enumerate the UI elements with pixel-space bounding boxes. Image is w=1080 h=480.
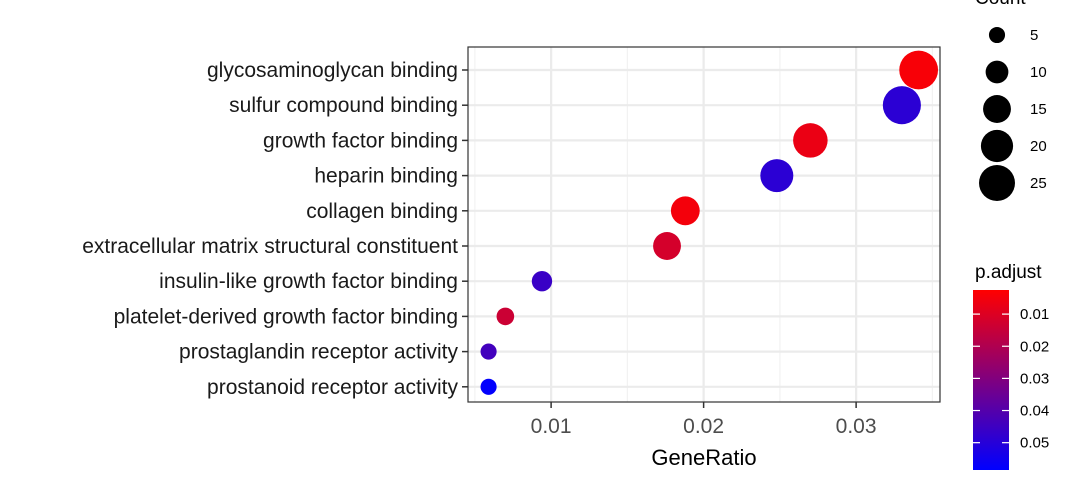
data-point — [793, 123, 828, 158]
data-point — [882, 86, 921, 125]
data-point — [531, 271, 553, 292]
y-tick-label: heparin binding — [314, 165, 458, 188]
size-legend-label: 10 — [1030, 64, 1047, 81]
x-tick-label: 0.02 — [683, 415, 724, 438]
y-tick-label: prostaglandin receptor activity — [179, 341, 458, 364]
size-legend-key — [985, 60, 1009, 84]
size-legend-key — [980, 129, 1014, 163]
size-legend-label: 20 — [1030, 138, 1047, 155]
size-legend-key — [988, 26, 1006, 44]
color-legend-label: 0.05 — [1020, 435, 1049, 452]
color-legend-label: 0.03 — [1020, 370, 1049, 387]
x-tick-label: 0.01 — [531, 415, 572, 438]
y-tick-label: extracellular matrix structural constitu… — [82, 235, 458, 258]
color-legend-label: 0.01 — [1020, 306, 1049, 323]
y-tick-label: insulin-like growth factor binding — [159, 270, 458, 293]
data-point — [653, 232, 681, 260]
y-tick-label: glycosaminoglycan binding — [207, 59, 458, 82]
data-point — [496, 307, 515, 326]
size-legend-key — [983, 95, 1011, 123]
data-point — [670, 196, 700, 226]
color-legend-title: p.adjust — [975, 262, 1042, 283]
y-tick-label: sulfur compound binding — [229, 94, 458, 117]
size-legend-label: 5 — [1030, 27, 1038, 44]
size-legend-title: Count — [975, 0, 1026, 9]
data-point — [480, 378, 497, 395]
data-point — [760, 159, 794, 193]
y-tick-label: platelet-derived growth factor binding — [114, 305, 458, 328]
size-legend-label: 25 — [1030, 175, 1047, 192]
color-legend-bar — [973, 290, 1009, 470]
data-point — [899, 50, 939, 90]
x-tick-label: 0.03 — [836, 415, 877, 438]
size-legend-label: 15 — [1030, 101, 1047, 118]
y-tick-label: prostanoid receptor activity — [207, 376, 458, 399]
color-legend-label: 0.02 — [1020, 338, 1049, 355]
y-tick-label: growth factor binding — [263, 129, 458, 152]
y-tick-label: collagen binding — [306, 200, 458, 223]
color-legend-label: 0.04 — [1020, 403, 1049, 420]
x-axis-title: GeneRatio — [651, 445, 756, 470]
size-legend-key — [979, 165, 1015, 201]
data-point — [480, 343, 497, 360]
